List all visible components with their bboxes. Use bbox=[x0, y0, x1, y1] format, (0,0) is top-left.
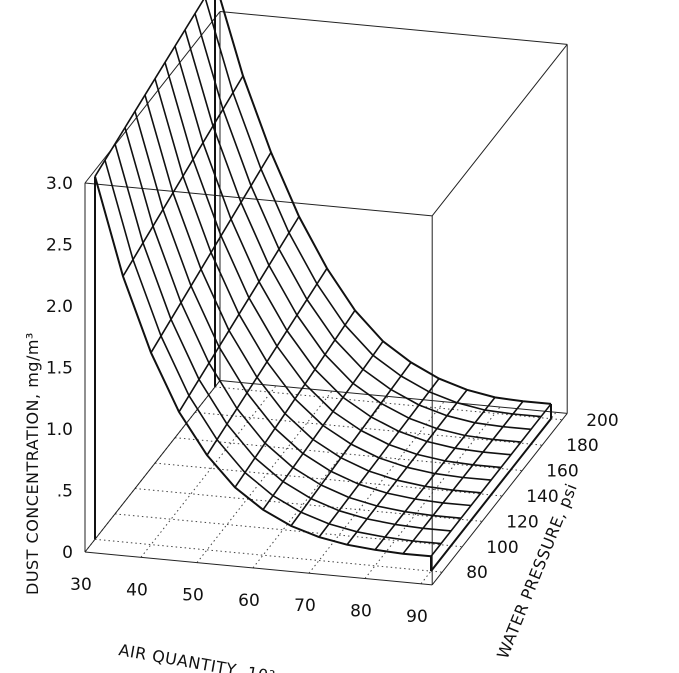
surface-line-x bbox=[94, 0, 205, 177]
box-edge bbox=[84, 551, 433, 586]
surface-curve-y bbox=[94, 176, 432, 558]
y-axis-title: WATER PRESSURE, psi bbox=[493, 481, 581, 662]
surface-line-x bbox=[346, 389, 468, 546]
z-tick-label: .5 bbox=[57, 482, 73, 502]
x-tick-label: 70 bbox=[294, 596, 316, 616]
floor-grid-line-y bbox=[194, 411, 543, 446]
surface-line-x bbox=[234, 309, 356, 488]
y-tick-label: 180 bbox=[566, 436, 598, 456]
floor-grid-line-y bbox=[114, 513, 463, 548]
surface-line-x bbox=[402, 400, 524, 555]
y-tick-label: 100 bbox=[486, 538, 518, 558]
z-tick-label: 2.0 bbox=[46, 297, 73, 317]
floor-grid-line-x bbox=[308, 401, 445, 574]
surface-line-x bbox=[290, 361, 412, 527]
y-tick-label: 140 bbox=[526, 487, 558, 507]
x-tick-label: 60 bbox=[238, 591, 260, 611]
x-tick-label: 90 bbox=[406, 607, 428, 627]
x-tick-label: 80 bbox=[350, 602, 372, 622]
tick-labels: 0 .5 1.0 1.5 2.0 2.5 3.0 30 40 50 60 70 80 90 80 100 120… bbox=[46, 174, 619, 627]
bounding-box bbox=[84, 11, 568, 586]
z-tick-label: 2.5 bbox=[46, 236, 73, 256]
y-tick-label: 120 bbox=[506, 512, 538, 532]
surface-curve-y bbox=[184, 29, 522, 443]
surface-line-x bbox=[206, 267, 328, 456]
x-axis-title: AIR QUANTITY, 10² cfm bbox=[117, 640, 313, 673]
surface-line-x bbox=[178, 216, 300, 413]
surface-line-x bbox=[262, 340, 384, 511]
surface-line-x bbox=[430, 403, 552, 557]
z-tick-label: 0 bbox=[62, 543, 73, 563]
surface-curve-y bbox=[124, 127, 462, 519]
box-edge bbox=[219, 11, 568, 45]
x-tick-label: 30 bbox=[70, 575, 92, 595]
surface-curve-y bbox=[174, 45, 512, 456]
box-edge bbox=[84, 380, 221, 553]
floor-grid-line-y bbox=[94, 538, 443, 573]
box-edge bbox=[431, 413, 568, 586]
surface-curve-y bbox=[194, 13, 532, 431]
surface-curve-y bbox=[219, 0, 552, 405]
floor-grid-line-x bbox=[196, 390, 333, 563]
y-tick-label: 80 bbox=[466, 563, 488, 583]
surface-mesh bbox=[94, 0, 552, 572]
surface-curve-y bbox=[134, 111, 472, 507]
floor-grid-line-x bbox=[140, 385, 277, 558]
floor-grid-line-x bbox=[252, 396, 389, 569]
y-tick-label: 160 bbox=[546, 462, 578, 482]
floor-grid-line-y bbox=[154, 462, 503, 497]
box-edge bbox=[84, 11, 221, 184]
y-tick-label: 200 bbox=[586, 411, 618, 431]
surface-edge-right-floor bbox=[430, 418, 552, 572]
z-tick-label: 1.0 bbox=[46, 420, 73, 440]
surface-line-x bbox=[150, 151, 272, 354]
x-tick-label: 50 bbox=[182, 586, 204, 606]
x-tick-label: 40 bbox=[126, 580, 148, 600]
surface-line-x bbox=[374, 396, 496, 551]
box-edge bbox=[84, 182, 433, 217]
surface-line-x bbox=[318, 378, 440, 538]
z-axis-title: DUST CONCENTRATION, mg/m³ bbox=[23, 332, 42, 595]
floor-grid-line-y bbox=[134, 488, 483, 522]
box-edge bbox=[431, 44, 568, 217]
z-tick-label: 3.0 bbox=[46, 174, 73, 194]
box-edge bbox=[219, 380, 568, 414]
surface-line-x bbox=[122, 75, 244, 277]
z-tick-label: 1.5 bbox=[46, 359, 73, 379]
